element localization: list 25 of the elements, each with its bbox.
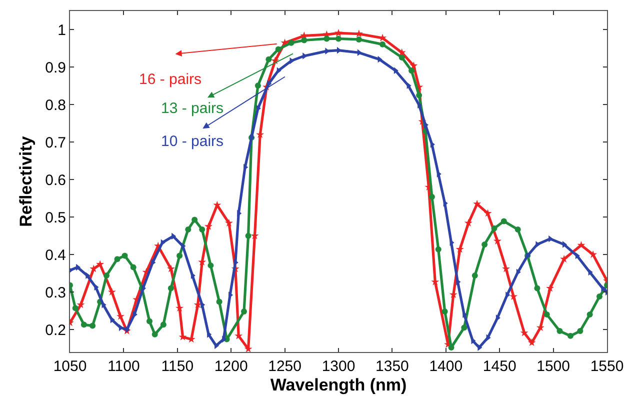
- y-axis-title: Reflectivity: [16, 136, 36, 227]
- annotation: 16 - pairs: [139, 71, 202, 88]
- annotation: 13 - pairs: [161, 100, 224, 117]
- y-tick-label: 0.6: [45, 172, 66, 189]
- y-tick-label: 0.3: [45, 284, 66, 302]
- x-tick-label: 1400: [429, 358, 463, 375]
- annotation: 10 - pairs: [161, 133, 224, 150]
- x-tick-label: 1050: [53, 358, 87, 375]
- x-axis-title: Wavelength (nm): [270, 375, 407, 394]
- y-tick-label: 0.7: [45, 134, 66, 152]
- y-tick-label: 0.5: [45, 209, 66, 226]
- y-tick-label: 1: [58, 22, 66, 39]
- x-tick-label: 1350: [376, 358, 409, 375]
- x-tick-label: 1200: [214, 358, 248, 375]
- y-tick-label: 0.8: [45, 96, 66, 114]
- x-tick-label: 1550: [590, 358, 624, 375]
- x-tick-label: 1250: [268, 358, 302, 375]
- x-tick-label: 1300: [322, 358, 356, 375]
- y-tick-label: 0.9: [45, 59, 66, 76]
- y-tick-label: 0.2: [45, 322, 66, 339]
- x-tick-label: 1150: [161, 358, 194, 375]
- x-tick-label: 1500: [536, 358, 570, 375]
- y-tick-label: 0.4: [45, 246, 66, 264]
- x-tick-label: 1450: [482, 358, 516, 375]
- x-tick-label: 1100: [108, 358, 140, 375]
